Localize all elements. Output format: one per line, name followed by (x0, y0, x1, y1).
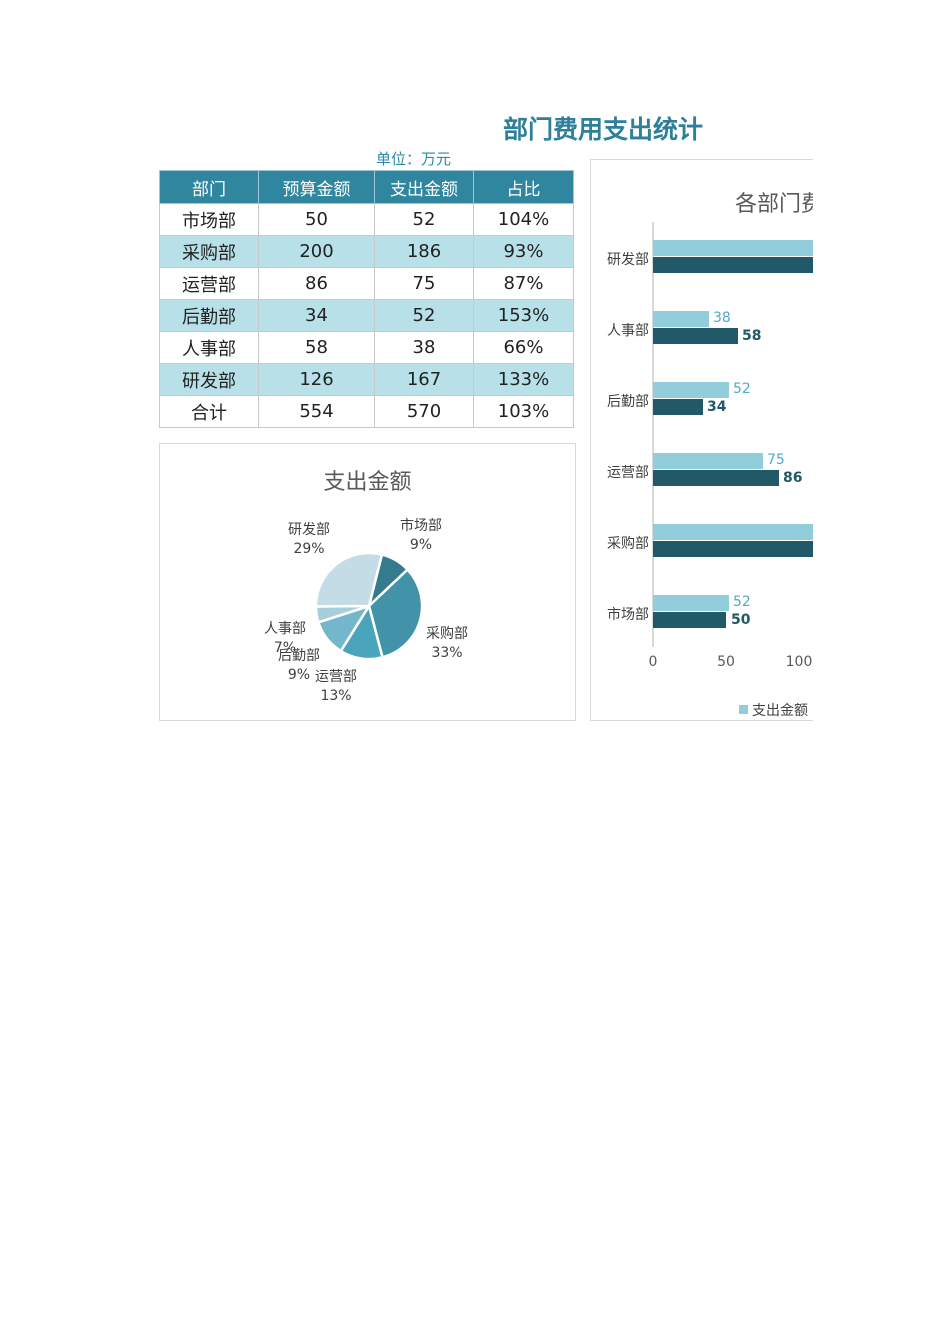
table-row: 市场部 50 52 104% (159, 203, 574, 236)
bar-expense-logistics[interactable] (653, 382, 729, 398)
table-row: 采购部 200 186 93% (159, 235, 574, 268)
cell[interactable]: 75 (374, 267, 474, 300)
pie-label-operations: 运营部 13% (315, 669, 357, 704)
category-label: 采购部 (607, 536, 649, 552)
pie-chart[interactable]: 支出金额 市场部 9% 采购部 33% 运营部 13% 后勤部 9% 人事部 7% 研发部… (159, 443, 576, 721)
page-title: 部门费用支出统计 (503, 115, 704, 144)
bar-value-label: 86 (783, 470, 803, 486)
cell[interactable]: 104% (473, 203, 574, 236)
cell[interactable]: 66% (473, 331, 574, 364)
cell[interactable]: 38 (374, 331, 474, 364)
cell[interactable]: 126 (258, 363, 375, 396)
legend-swatch-icon (739, 705, 748, 714)
pie-label-rnd: 研发部 29% (288, 522, 330, 557)
category-label: 市场部 (607, 607, 649, 623)
cell[interactable]: 人事部 (159, 331, 259, 364)
cell[interactable]: 570 (374, 395, 474, 428)
bar-value-label: 38 (713, 310, 731, 326)
x-tick: 100 (785, 654, 813, 670)
expense-table: 部门 预算金额 支出金额 占比 市场部 50 52 104% 采购部 200 1… (159, 170, 574, 428)
bar-chart-viewport: 各部门费 研发部 人事部 38 58 后勤部 52 34 运营部 75 86 采… (590, 159, 813, 721)
col-header-ratio: 占比 (473, 170, 574, 204)
bar-expense-hr[interactable] (653, 311, 709, 327)
cell[interactable]: 153% (473, 299, 574, 332)
bar-value-label: 58 (742, 328, 762, 344)
table-total-row: 合计 554 570 103% (159, 395, 574, 428)
cell[interactable]: 合计 (159, 395, 259, 428)
cell[interactable]: 50 (258, 203, 375, 236)
cell[interactable]: 采购部 (159, 235, 259, 268)
bar-expense-operations[interactable] (653, 453, 763, 469)
pie-graphic (314, 551, 424, 661)
bar-budget-hr[interactable] (653, 328, 738, 344)
cell[interactable]: 58 (258, 331, 375, 364)
cell[interactable]: 52 (374, 203, 474, 236)
pie-label-logistics: 后勤部 9% (278, 648, 320, 683)
pie-label-purchase: 采购部 33% (426, 626, 468, 661)
bar-expense-purchase[interactable] (653, 524, 813, 540)
category-label: 后勤部 (607, 394, 649, 410)
col-header-dept: 部门 (159, 170, 259, 204)
cell[interactable]: 52 (374, 299, 474, 332)
cell[interactable]: 87% (473, 267, 574, 300)
bar-value-label: 50 (731, 612, 751, 628)
category-label: 运营部 (607, 465, 649, 481)
cell[interactable]: 研发部 (159, 363, 259, 396)
category-label: 人事部 (607, 323, 649, 339)
bar-chart-title: 各部门费 (735, 192, 813, 217)
cell[interactable]: 后勤部 (159, 299, 259, 332)
cell[interactable]: 103% (473, 395, 574, 428)
pie-slice-purchase (367, 567, 424, 659)
legend-item-expense[interactable]: 支出金额 (739, 700, 808, 720)
bar-value-label: 52 (733, 381, 751, 397)
table-row: 后勤部 34 52 153% (159, 299, 574, 332)
x-tick: 50 (717, 654, 735, 670)
pie-label-market: 市场部 9% (400, 518, 442, 553)
table-row: 人事部 58 38 66% (159, 331, 574, 364)
table-row: 运营部 86 75 87% (159, 267, 574, 300)
bar-value-label: 34 (707, 399, 727, 415)
bar-budget-market[interactable] (653, 612, 726, 628)
table-header-row: 部门 预算金额 支出金额 占比 (159, 170, 574, 204)
bar-budget-operations[interactable] (653, 470, 779, 486)
cell[interactable]: 86 (258, 267, 375, 300)
bar-chart[interactable]: 各部门费 研发部 人事部 38 58 后勤部 52 34 运营部 75 86 采… (590, 159, 813, 721)
cell[interactable]: 186 (374, 235, 474, 268)
cell[interactable]: 市场部 (159, 203, 259, 236)
cell[interactable]: 554 (258, 395, 375, 428)
cell[interactable]: 93% (473, 235, 574, 268)
cell[interactable]: 运营部 (159, 267, 259, 300)
bar-expense-market[interactable] (653, 595, 729, 611)
category-axis (652, 222, 654, 647)
category-label: 研发部 (607, 252, 649, 268)
table-row: 研发部 126 167 133% (159, 363, 574, 396)
cell[interactable]: 34 (258, 299, 375, 332)
bar-budget-logistics[interactable] (653, 399, 703, 415)
bar-budget-purchase[interactable] (653, 541, 813, 557)
col-header-expense: 支出金额 (374, 170, 474, 204)
bar-budget-rnd[interactable] (653, 257, 813, 273)
pie-label-hr: 人事部 7% (264, 621, 306, 656)
cell[interactable]: 167 (374, 363, 474, 396)
cell[interactable]: 133% (473, 363, 574, 396)
col-header-budget: 预算金额 (258, 170, 375, 204)
x-tick: 0 (648, 654, 658, 670)
bar-expense-rnd[interactable] (653, 240, 813, 256)
unit-label: 单位：万元 (376, 150, 452, 168)
pie-chart-title: 支出金额 (323, 470, 412, 495)
cell[interactable]: 200 (258, 235, 375, 268)
bar-value-label: 52 (733, 594, 751, 610)
bar-value-label: 75 (767, 452, 785, 468)
pie-slice-rnd (314, 551, 384, 608)
